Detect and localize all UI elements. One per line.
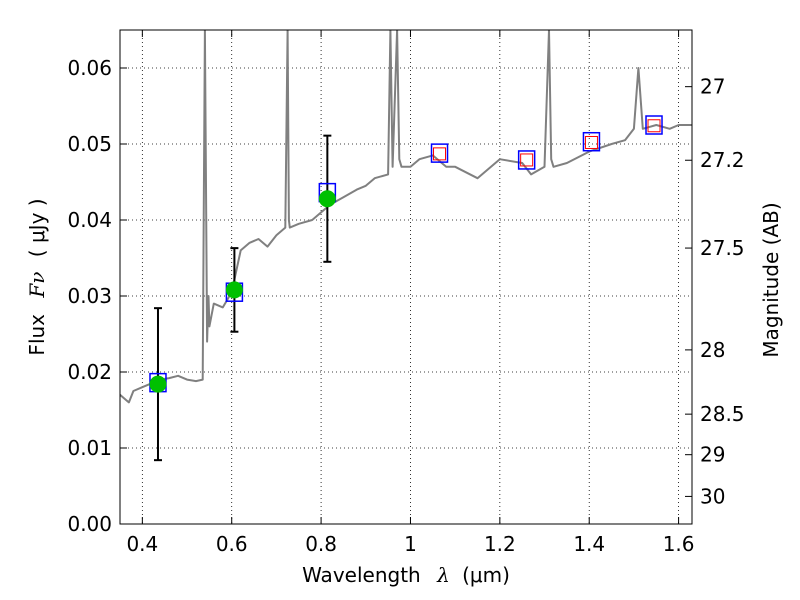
y-tick-label: 0.03 bbox=[67, 284, 112, 308]
magnitude-tick-label: 27.5 bbox=[700, 236, 745, 260]
data-layer bbox=[120, 30, 692, 404]
observed-point bbox=[225, 281, 243, 299]
x-axis-label: Wavelength bbox=[302, 563, 421, 587]
magnitude-tick-label: 28.5 bbox=[700, 402, 745, 426]
predicted-square bbox=[584, 135, 598, 149]
y-tick-label: 0.05 bbox=[67, 132, 112, 156]
x-tick-label: 1.4 bbox=[573, 532, 605, 556]
x-axis-symbol: λ bbox=[436, 563, 450, 587]
observed-point bbox=[318, 190, 336, 208]
x-axis-title: Wavelength λ (μm) bbox=[302, 563, 510, 587]
x-tick-label: 0.8 bbox=[305, 532, 337, 556]
observed-point bbox=[149, 375, 167, 393]
marker-layer bbox=[149, 115, 663, 462]
axis-ticks: 0.4 0.6 0.8 1 1.2 1.4 1.6 0.00 0.01 0.02 0.03 0.04 0… bbox=[67, 30, 745, 556]
y-tick-label: 0.06 bbox=[67, 56, 112, 80]
y-axis-title: Flux Fν ( μJy ) bbox=[25, 198, 49, 355]
y-tick-label: 0.02 bbox=[67, 360, 112, 384]
y-axis-unit: ( μJy ) bbox=[25, 198, 49, 257]
x-tick-label: 1.2 bbox=[484, 532, 516, 556]
model-square bbox=[645, 115, 663, 135]
x-tick-label: 0.4 bbox=[126, 532, 158, 556]
predicted-square bbox=[433, 147, 447, 161]
predicted-square bbox=[520, 153, 534, 167]
y-tick-label: 0.04 bbox=[67, 208, 112, 232]
x-tick-label: 0.6 bbox=[216, 532, 248, 556]
magnitude-tick-label: 28 bbox=[700, 338, 725, 362]
model-square bbox=[582, 131, 601, 152]
spectrum-line bbox=[120, 30, 692, 404]
predicted-square bbox=[647, 119, 661, 133]
magnitude-tick-label: 29 bbox=[700, 443, 725, 467]
x-axis-unit: (μm) bbox=[462, 563, 510, 587]
magnitude-tick-label: 30 bbox=[700, 484, 725, 508]
x-tick-label: 1 bbox=[404, 532, 417, 556]
model-square bbox=[430, 143, 449, 163]
y2-axis-title: Magnitude (AB) bbox=[759, 202, 783, 357]
y-axis-label: Flux bbox=[25, 314, 49, 356]
plot-frame bbox=[119, 29, 693, 525]
plot-background bbox=[120, 30, 692, 524]
y-axis-symbol: Fν bbox=[25, 272, 49, 299]
magnitude-tick-label: 27 bbox=[700, 75, 725, 99]
x-tick-label: 1.6 bbox=[663, 532, 695, 556]
y-tick-label: 0.00 bbox=[67, 512, 112, 536]
magnitude-tick-label: 27.2 bbox=[700, 148, 745, 172]
y-tick-label: 0.01 bbox=[67, 436, 112, 460]
model-square bbox=[517, 150, 536, 170]
